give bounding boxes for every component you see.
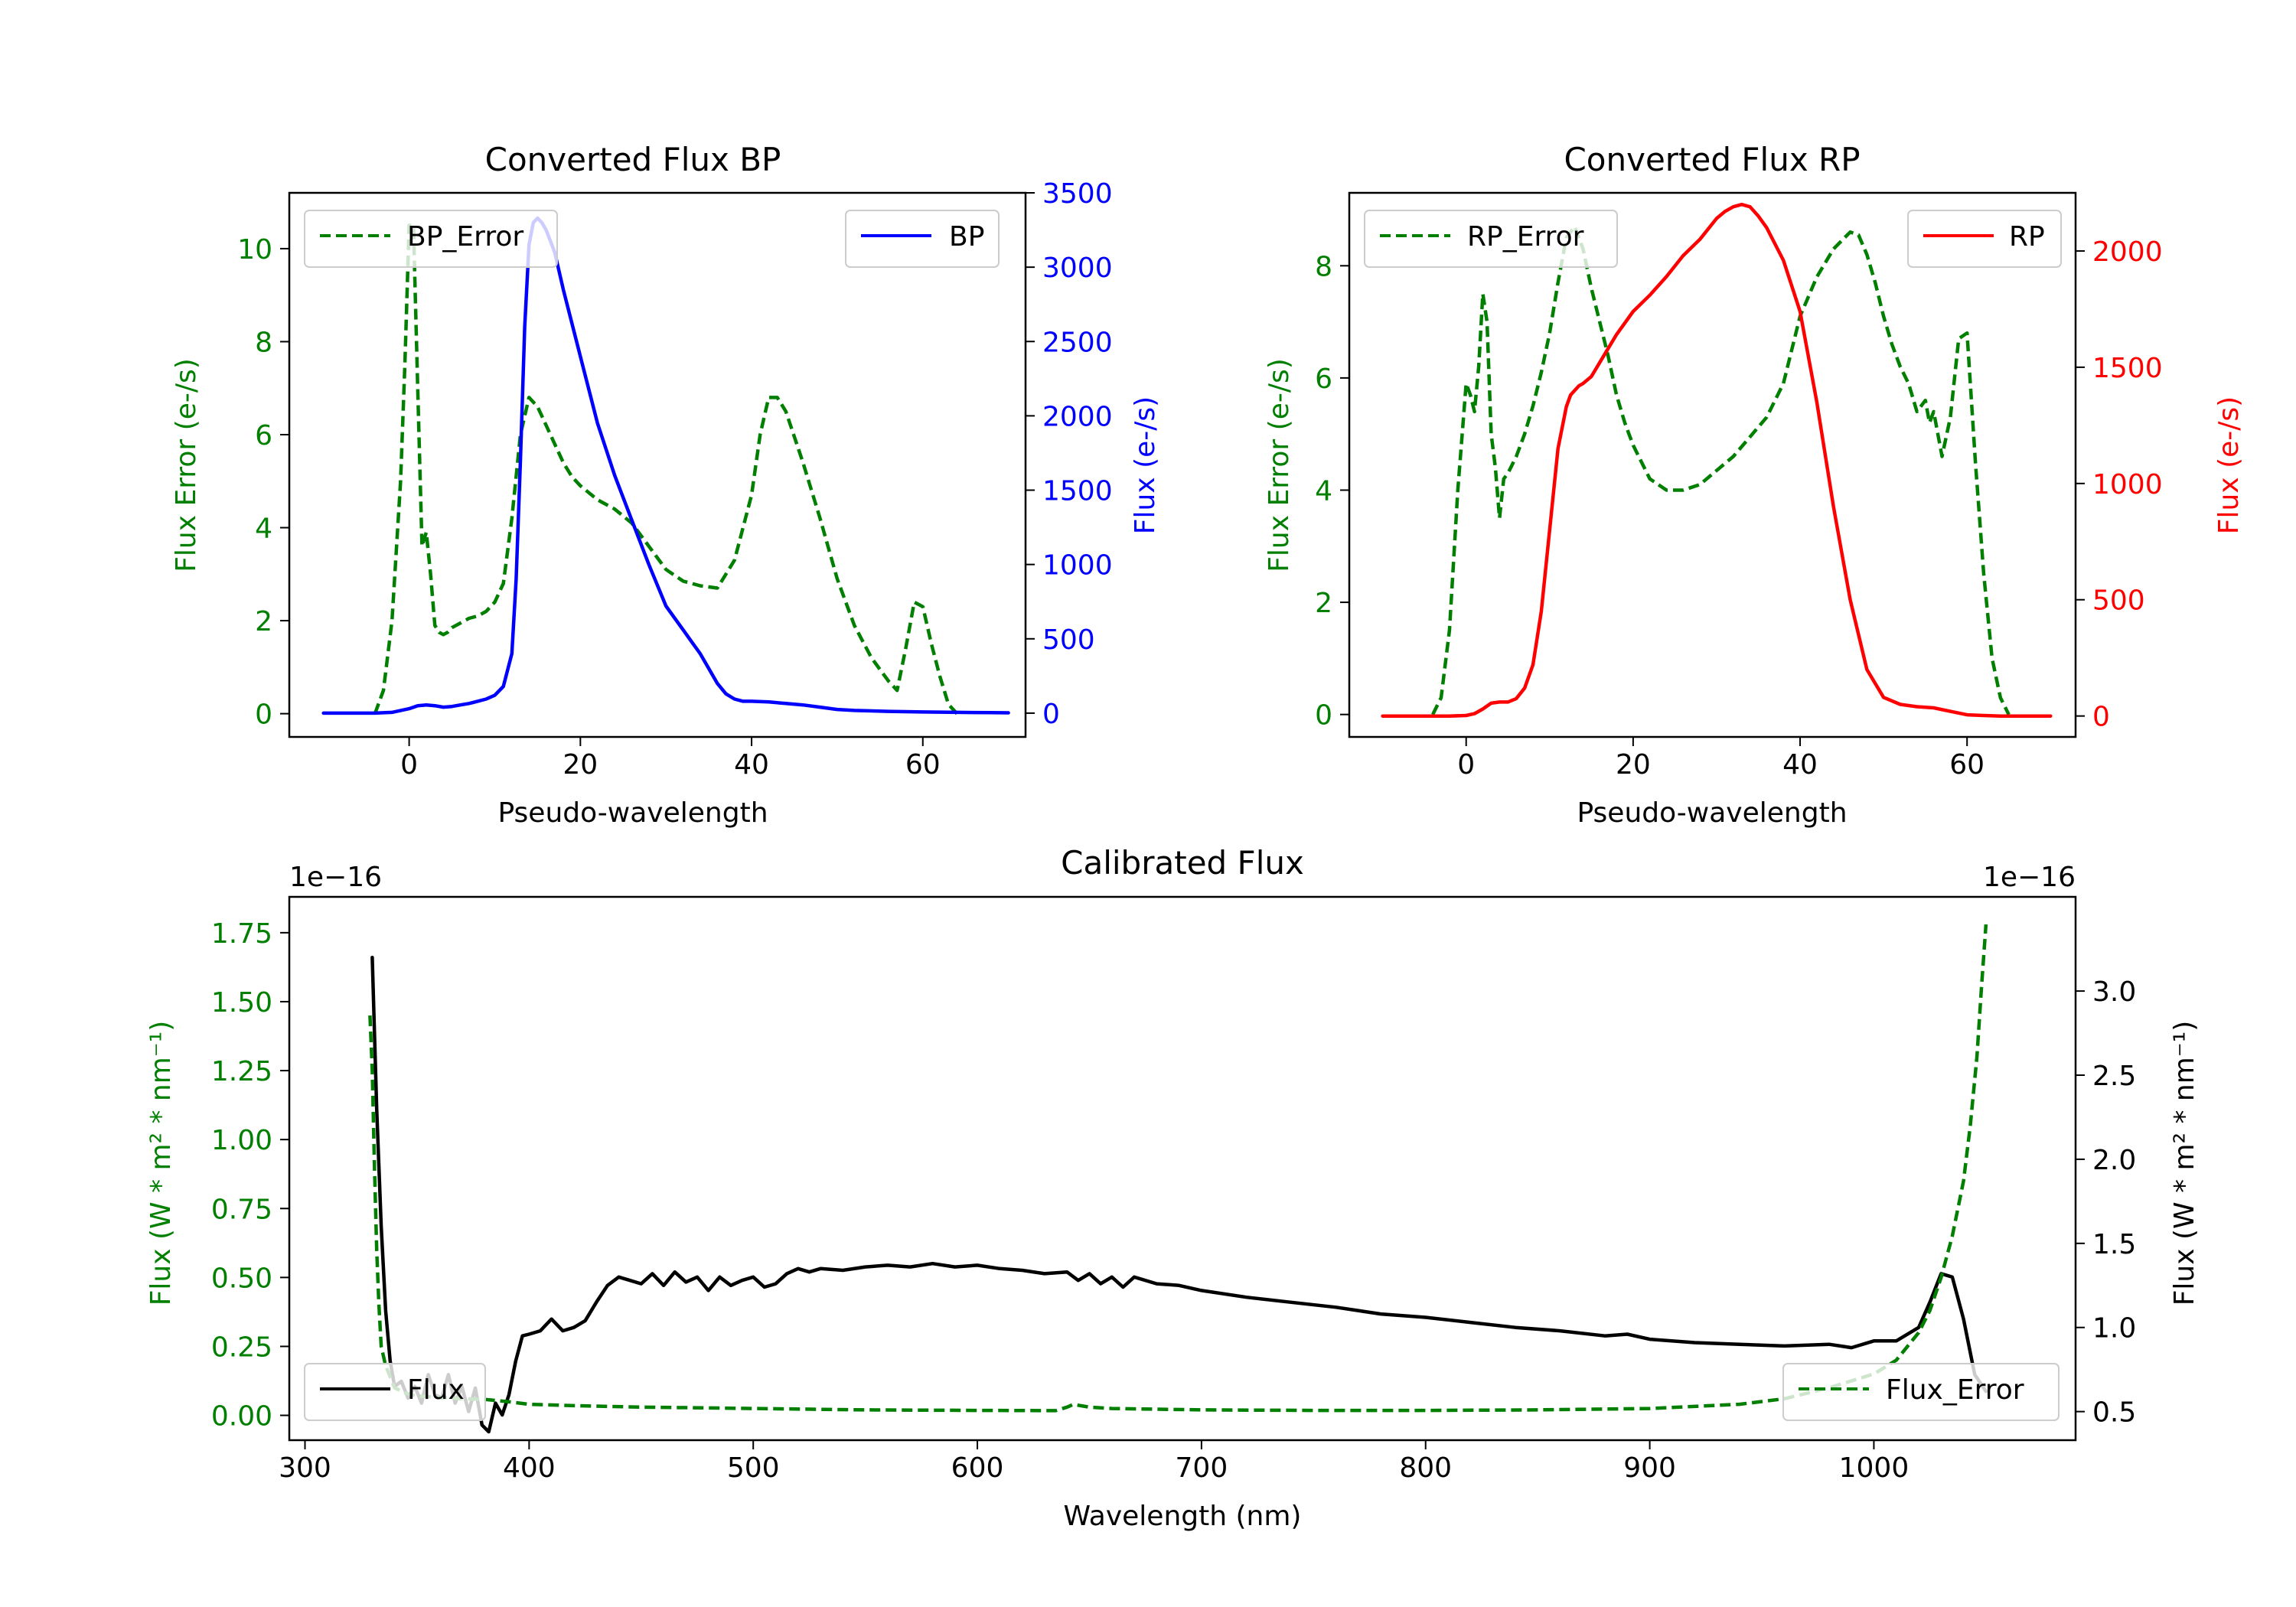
cal-ytick-left-label: 1.75	[211, 918, 272, 950]
cal-plot-area: 300 400 500 600 700 800 900 1000 0.00 0.25 0.50 0.7…	[211, 895, 2136, 1484]
cal-ytick-right-label: 1.0	[2092, 1313, 2136, 1345]
rp-ytick-right-label: 1500	[2092, 353, 2163, 384]
bp-ylabel-left: Flux Error (e-/s)	[171, 358, 202, 572]
bp-xtick-label: 0	[400, 749, 418, 781]
cal-ytick-right-label: 2.5	[2092, 1061, 2136, 1092]
cal-ytick-right-label: 0.5	[2092, 1397, 2136, 1429]
rp-xlabel: Pseudo-wavelength	[1577, 797, 1847, 829]
bp-axes-frame	[288, 191, 1027, 738]
rp-xtick-label: 20	[1616, 749, 1651, 781]
rp-ytick-left-label: 0	[1315, 700, 1332, 732]
cal-offset-left: 1e−16	[289, 862, 382, 893]
rp-ytick-right-label: 500	[2092, 585, 2145, 617]
bp-ylabel-right: Flux (e-/s)	[1130, 396, 1161, 534]
rp-ylabel-left: Flux Error (e-/s)	[1264, 358, 1295, 572]
cal-axes-frame	[288, 895, 2077, 1442]
bp-ytick-right-label: 3000	[1042, 253, 1113, 284]
rp-ytick-right-label: 0	[2092, 702, 2110, 733]
cal-series-flux-error	[368, 924, 1988, 1413]
cal-panel: Calibrated Flux 1e−16 1e−16 300 400 500 600…	[145, 844, 2200, 1532]
rp-series-rp-error	[1431, 224, 2011, 715]
bp-ytick-left-label: 4	[255, 513, 272, 545]
rp-xtick-label: 40	[1782, 749, 1818, 781]
rp-legend-flux-label: RP	[2009, 221, 2045, 253]
bp-panel: Converted Flux BP 0 20 40 60 0 2 4 6 8 10 0 500 1000…	[171, 141, 1161, 829]
cal-xtick-label: 600	[951, 1452, 1004, 1484]
bp-ytick-right-label: 500	[1042, 624, 1095, 656]
cal-ytick-right-label: 2.0	[2092, 1145, 2136, 1176]
rp-ytick-right-label: 1000	[2092, 469, 2163, 500]
bp-plot-area: 0 20 40 60 0 2 4 6 8 10 0 500 1000 1500 2000 2500 3000 35…	[237, 178, 1112, 781]
cal-ylabel-right: Flux (W * m² * nm⁻¹)	[2169, 1021, 2200, 1306]
rp-ytick-left-label: 4	[1315, 475, 1332, 507]
cal-ytick-left-label: 1.00	[211, 1125, 272, 1156]
cal-ylabel-left: Flux (W * m² * nm⁻¹)	[145, 1021, 177, 1306]
bp-series-bp	[321, 216, 1010, 715]
bp-legend-flux[interactable]: BP	[845, 210, 1000, 268]
rp-ylabel-right: Flux (e-/s)	[2213, 396, 2245, 534]
bp-ytick-right-label: 3500	[1042, 178, 1113, 210]
cal-ytick-left-label: 1.50	[211, 987, 272, 1019]
rp-legend-error[interactable]: RP_Error	[1364, 210, 1618, 268]
bp-ytick-left-label: 10	[237, 234, 272, 266]
bp-xtick-label: 60	[905, 749, 941, 781]
rp-ytick-left-label: 6	[1315, 363, 1332, 395]
rp-xtick-label: 60	[1949, 749, 1985, 781]
bp-ytick-left-label: 8	[255, 327, 272, 358]
cal-offset-right: 1e−16	[1983, 862, 2076, 893]
rp-axes-frame	[1348, 191, 2077, 738]
cal-ytick-left-label: 0.25	[211, 1332, 272, 1363]
bp-ytick-left-label: 0	[255, 699, 272, 731]
rp-xtick-label: 0	[1457, 749, 1475, 781]
rp-ytick-left-label: 2	[1315, 588, 1332, 619]
cal-ytick-left-label: 0.00	[211, 1401, 272, 1433]
cal-ytick-left-label: 1.25	[211, 1056, 272, 1087]
cal-xtick-label: 700	[1176, 1452, 1228, 1484]
bp-ytick-left-label: 2	[255, 606, 272, 637]
cal-xtick-label: 400	[503, 1452, 556, 1484]
bp-ytick-left-label: 6	[255, 420, 272, 451]
cal-xtick-label: 800	[1399, 1452, 1452, 1484]
cal-ytick-right-label: 3.0	[2092, 976, 2136, 1008]
bp-legend-error-label: BP_Error	[407, 221, 523, 253]
cal-legend-flux[interactable]: Flux	[304, 1363, 486, 1421]
cal-xtick-label: 300	[279, 1452, 331, 1484]
bp-xtick-label: 20	[563, 749, 598, 781]
bp-ytick-right-label: 2500	[1042, 327, 1113, 358]
cal-ytick-left-label: 0.75	[211, 1194, 272, 1225]
cal-legend-error[interactable]: Flux_Error	[1782, 1363, 2060, 1421]
bp-title: Converted Flux BP	[485, 141, 781, 178]
bp-series-bp-error	[373, 223, 959, 715]
bp-xtick-label: 40	[734, 749, 769, 781]
cal-xtick-label: 1000	[1839, 1452, 1910, 1484]
cal-ytick-left-label: 0.50	[211, 1263, 272, 1294]
bp-ytick-right-label: 2000	[1042, 401, 1113, 432]
rp-ytick-right-label: 2000	[2092, 236, 2163, 268]
cal-legend-error-label: Flux_Error	[1886, 1374, 2024, 1406]
bp-ytick-right-label: 1500	[1042, 476, 1113, 507]
cal-ytick-right-label: 1.5	[2092, 1229, 2136, 1260]
cal-xlabel: Wavelength (nm)	[1064, 1501, 1302, 1532]
cal-xtick-label: 900	[1623, 1452, 1676, 1484]
bp-xlabel: Pseudo-wavelength	[497, 797, 768, 829]
bp-ytick-right-label: 1000	[1042, 550, 1113, 582]
rp-series-rp	[1381, 202, 2053, 718]
cal-xtick-label: 500	[727, 1452, 780, 1484]
cal-title: Calibrated Flux	[1061, 844, 1304, 882]
bp-ytick-right-label: 0	[1042, 699, 1060, 730]
rp-panel: Converted Flux RP 0 20 40 60 0 2 4 6 8 0 500 1000 15…	[1264, 141, 2245, 829]
rp-legend-error-label: RP_Error	[1467, 221, 1584, 253]
rp-title: Converted Flux RP	[1564, 141, 1860, 178]
rp-plot-area: 0 20 40 60 0 2 4 6 8 0 500 1000 1500 2000	[1315, 191, 2163, 781]
bp-legend-error[interactable]: BP_Error	[304, 210, 558, 268]
bp-legend-flux-label: BP	[949, 221, 984, 253]
cal-legend-flux-label: Flux	[407, 1374, 465, 1406]
rp-ytick-left-label: 8	[1315, 251, 1332, 282]
rp-legend-flux[interactable]: RP	[1907, 210, 2062, 268]
